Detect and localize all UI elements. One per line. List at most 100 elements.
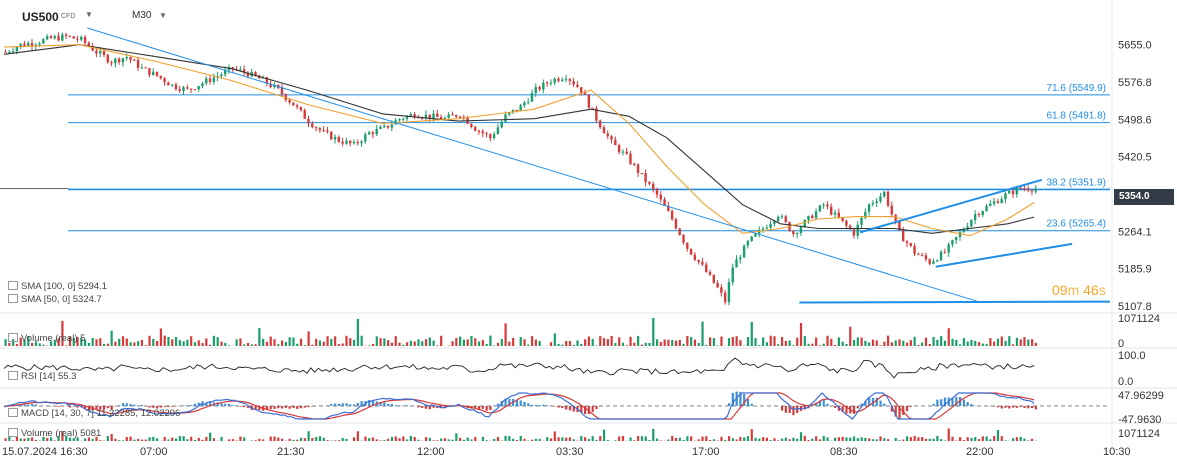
macd-histogram-bar xyxy=(561,406,564,409)
candle-body xyxy=(470,123,473,128)
macd-histogram-bar xyxy=(87,406,91,410)
timeframe-label[interactable]: M30 xyxy=(132,10,152,21)
candle-body xyxy=(818,205,822,212)
candle-body xyxy=(424,114,428,118)
volume-bar xyxy=(905,342,909,346)
candle-body xyxy=(140,67,144,69)
candle-body xyxy=(716,282,719,288)
macd-legend[interactable]: MACD [14, 30, 7] 11.22285, 12.02296 xyxy=(8,408,180,419)
macd-histogram-bar xyxy=(99,406,102,410)
macd-histogram-bar xyxy=(27,404,30,406)
volume2-bar xyxy=(815,436,818,441)
macd-histogram-bar xyxy=(299,406,303,409)
volume2-bar xyxy=(345,439,348,441)
candle-body xyxy=(799,227,803,234)
price-axis-tick: 5107.8 xyxy=(1118,301,1152,313)
volume2-bar xyxy=(784,437,787,441)
volume-bar xyxy=(205,338,208,346)
volume2-bar xyxy=(644,436,647,441)
volume-legend[interactable]: Volume (real) 5 xyxy=(8,333,85,344)
macd-histogram-bar xyxy=(1008,406,1011,409)
volume2-bar xyxy=(905,436,909,441)
candle-body xyxy=(833,212,837,215)
candle-body xyxy=(258,75,261,79)
candle-body xyxy=(667,205,670,212)
rsi-legend[interactable]: RSI [14] 55.3 xyxy=(8,371,76,382)
indicator-settings-icon[interactable] xyxy=(8,333,18,342)
candle-body xyxy=(8,51,11,53)
symbol-label[interactable]: US500 xyxy=(22,10,59,24)
candle-body xyxy=(776,216,780,222)
volume2-bar xyxy=(15,436,19,441)
volume2-bar xyxy=(894,437,897,441)
candle-body xyxy=(765,227,769,229)
macd-histogram-bar xyxy=(235,405,238,406)
volume-bar xyxy=(186,339,189,346)
candle-body xyxy=(511,109,515,113)
candle-body xyxy=(746,240,750,246)
symbol-dropdown-icon[interactable]: ▼ xyxy=(85,10,93,19)
indicator-settings-icon[interactable] xyxy=(8,428,18,437)
macd-histogram-bar xyxy=(970,403,973,406)
volume-bar xyxy=(974,340,977,346)
macd-histogram-bar xyxy=(281,406,284,409)
candle-body xyxy=(409,114,412,116)
volume2-bar xyxy=(440,438,443,441)
sma100-legend[interactable]: SMA [100, 0] 5294.1 xyxy=(8,281,107,292)
volume2-legend-text: Volume (real) 5081 xyxy=(21,428,102,439)
candle-body xyxy=(538,86,541,90)
candle-body xyxy=(265,77,269,84)
candle-body xyxy=(504,114,507,122)
indicator-settings-icon[interactable] xyxy=(8,408,18,417)
candle-body xyxy=(405,115,409,119)
candle-body xyxy=(697,259,700,262)
volume-bar xyxy=(451,341,454,346)
indicator-settings-icon[interactable] xyxy=(8,281,18,290)
macd-histogram-bar xyxy=(792,406,795,416)
volume-bar xyxy=(746,337,750,346)
countdown-minutes: 09 xyxy=(1052,282,1068,298)
candle-body xyxy=(292,102,295,106)
macd-histogram-bar xyxy=(1019,406,1022,407)
candle-body xyxy=(333,136,337,140)
indicator-settings-icon[interactable] xyxy=(8,294,18,303)
volume-bar xyxy=(110,330,113,346)
volume2-bar xyxy=(1023,438,1026,441)
volume2-bar xyxy=(796,438,799,441)
volume2-bar xyxy=(602,429,606,441)
macd-histogram-bar xyxy=(474,406,477,408)
volume2-bar xyxy=(940,439,943,441)
candle-body xyxy=(322,130,325,132)
candle-body xyxy=(523,102,526,106)
macd-histogram-bar xyxy=(31,404,34,406)
macd-histogram-bar xyxy=(258,406,261,411)
volume-bar xyxy=(1012,344,1015,346)
volume2-bar xyxy=(307,431,310,441)
candle-body xyxy=(231,67,234,69)
macd-histogram-bar xyxy=(565,406,568,410)
sma50-legend[interactable]: SMA [50, 0] 5324.7 xyxy=(8,294,102,305)
candle-body xyxy=(11,51,15,53)
timeframe-dropdown-icon[interactable]: ▼ xyxy=(159,11,167,20)
candle-body xyxy=(803,220,806,228)
candle-body xyxy=(909,243,912,246)
volume2-bar xyxy=(864,437,867,441)
macd-histogram-bar xyxy=(129,403,132,406)
volume-bar xyxy=(265,341,269,346)
indicator-settings-icon[interactable] xyxy=(8,371,18,380)
volume2-bar xyxy=(648,439,651,441)
volume-bar xyxy=(799,322,803,346)
candle-body xyxy=(598,120,602,128)
macd-histogram-bar xyxy=(845,406,848,414)
candle-body xyxy=(883,191,886,197)
volume2-bar xyxy=(72,438,75,441)
volume-bar xyxy=(644,342,647,346)
volume-bar xyxy=(762,337,765,346)
volume-bar xyxy=(500,339,503,346)
volume2-bar xyxy=(1004,440,1007,441)
volume2-legend[interactable]: Volume (real) 5081 xyxy=(8,428,101,439)
volume2-bar xyxy=(629,437,632,441)
macd-histogram-bar xyxy=(750,403,753,406)
candle-body xyxy=(848,225,852,230)
